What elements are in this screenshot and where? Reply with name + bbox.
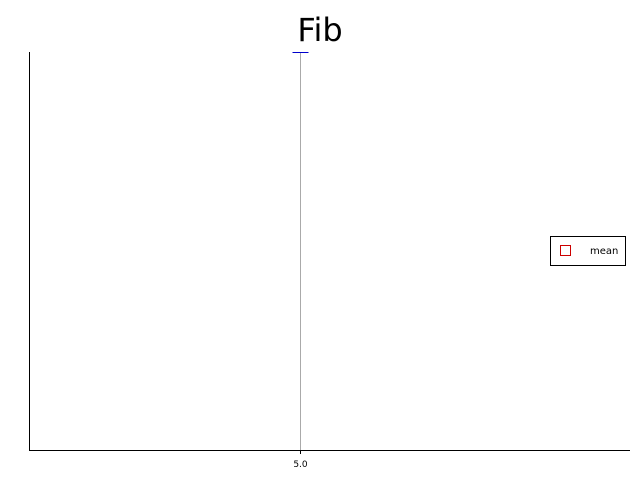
legend-box xyxy=(550,236,626,266)
chart-title: Fib xyxy=(297,11,342,49)
legend-label-mean: mean xyxy=(590,246,618,257)
legend: mean xyxy=(550,236,626,266)
legend-swatch xyxy=(560,245,571,256)
x-ticks: 5.0 xyxy=(293,450,308,470)
plot-area: 5.0 xyxy=(29,52,630,470)
x-tick-label: 5.0 xyxy=(293,460,308,470)
chart-marks xyxy=(292,52,309,450)
